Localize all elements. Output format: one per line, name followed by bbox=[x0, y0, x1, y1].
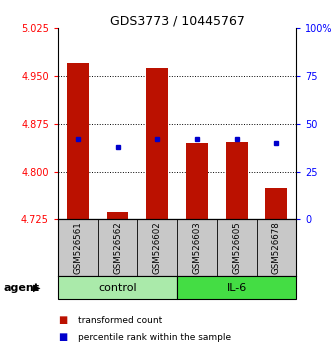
Text: GSM526562: GSM526562 bbox=[113, 221, 122, 274]
Text: IL-6: IL-6 bbox=[226, 282, 247, 293]
Text: percentile rank within the sample: percentile rank within the sample bbox=[78, 332, 231, 342]
Text: ▶: ▶ bbox=[33, 283, 41, 293]
Text: ■: ■ bbox=[58, 332, 67, 342]
Text: GSM526605: GSM526605 bbox=[232, 221, 241, 274]
Title: GDS3773 / 10445767: GDS3773 / 10445767 bbox=[110, 14, 245, 27]
Text: ■: ■ bbox=[58, 315, 67, 325]
Text: agent: agent bbox=[3, 283, 39, 293]
Bar bbox=[265, 188, 287, 219]
Bar bbox=[186, 143, 208, 219]
FancyBboxPatch shape bbox=[177, 276, 296, 299]
Text: GSM526602: GSM526602 bbox=[153, 221, 162, 274]
Bar bbox=[226, 142, 248, 219]
Bar bbox=[67, 63, 89, 219]
Text: GSM526678: GSM526678 bbox=[272, 221, 281, 274]
Bar bbox=[107, 212, 128, 219]
Text: control: control bbox=[98, 282, 137, 293]
Text: transformed count: transformed count bbox=[78, 316, 162, 325]
Text: GSM526603: GSM526603 bbox=[192, 221, 202, 274]
Bar bbox=[146, 68, 168, 219]
FancyBboxPatch shape bbox=[58, 276, 177, 299]
Text: GSM526561: GSM526561 bbox=[73, 221, 82, 274]
